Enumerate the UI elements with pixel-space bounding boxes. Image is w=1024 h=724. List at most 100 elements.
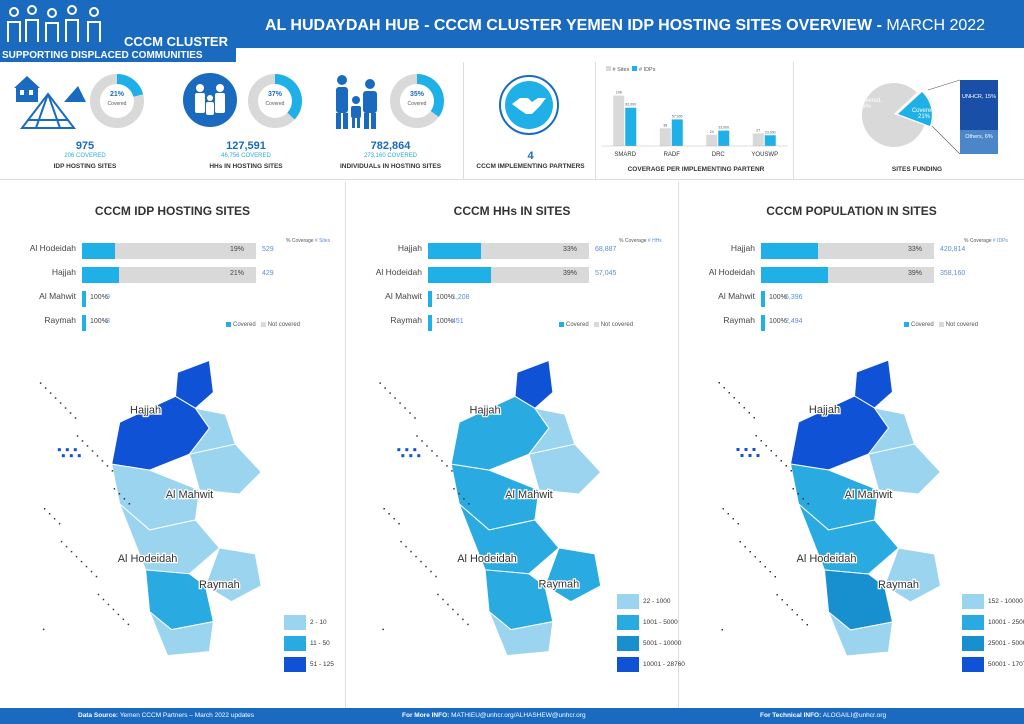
- district-hajjah-north[interactable]: [514, 359, 554, 409]
- coast-mark: [112, 608, 115, 611]
- coast-mark: [802, 498, 804, 500]
- coast-mark: [797, 493, 799, 495]
- district-raymah[interactable]: [204, 547, 262, 603]
- logo-name: CCCM CLUSTER: [124, 34, 228, 49]
- district-hajjah-north[interactable]: [853, 359, 894, 409]
- legend-not-covered: Not covered: [945, 322, 979, 329]
- coast-mark: [410, 550, 412, 553]
- bar-row: Hajjah 33% 68,887: [346, 240, 678, 259]
- category-label: RADF: [664, 152, 681, 158]
- panel-title: CCCM IDP HOSTING SITES: [94, 204, 251, 218]
- coverage-value-key: # HHs: [647, 238, 662, 244]
- partner-chart-title: COVERAGE PER IMPLEMENTING PARTENR: [627, 166, 765, 173]
- bar-value-label: 57,000: [672, 114, 683, 118]
- coast-mark: [796, 614, 798, 616]
- legend-swatch: [962, 657, 984, 672]
- bar-unhcr: [960, 80, 998, 130]
- legend-range: 2 - 10: [310, 619, 327, 626]
- district-mahwit[interactable]: [528, 443, 602, 495]
- bar-count: 57,045: [595, 270, 617, 277]
- coast-mark: [122, 618, 125, 621]
- bar-legend: Covered Not covered: [559, 322, 633, 328]
- bar-legend: Covered Not covered: [904, 322, 978, 328]
- donut-individuals: [390, 74, 444, 128]
- donut-label: Covered: [107, 101, 127, 107]
- coverage-key: % Coverage: [286, 238, 314, 244]
- footer: Data Source: Yemen CCCM Partners – March…: [0, 708, 1024, 724]
- district-mahwit[interactable]: [867, 443, 942, 495]
- donut-covered-arc: [416, 74, 444, 117]
- coast-mark: [379, 382, 381, 384]
- camp-icon: [14, 76, 86, 129]
- coast-mark: [64, 407, 67, 409]
- bar-covered: [761, 315, 765, 331]
- bar-covered: [761, 291, 765, 307]
- coast-mark: [70, 550, 73, 553]
- legend-swatch: [962, 615, 984, 630]
- coast-mark: [394, 397, 396, 399]
- partner-legend: # Sites # IDPs: [606, 66, 655, 73]
- footer-info-text[interactable]: MATHIEU@unhcr.org/ALHASHEW@unhcr.org: [451, 712, 586, 719]
- map-label: Hajjah: [470, 404, 501, 416]
- coast-mark: [86, 445, 89, 447]
- island-mark: [57, 448, 61, 452]
- island-mark: [740, 454, 744, 457]
- bar-track: [82, 243, 256, 259]
- legend-idps: # IDPs: [638, 67, 656, 73]
- coast-mark: [111, 470, 114, 472]
- bar-pct: 100%: [90, 318, 108, 325]
- bar-track: [82, 267, 256, 283]
- district-hodeidah-tip[interactable]: [488, 611, 554, 657]
- bar-pct: 33%: [908, 246, 923, 253]
- coast-mark: [446, 465, 448, 467]
- legend-swatch: [617, 615, 639, 630]
- coast-mark: [749, 551, 751, 553]
- funding-pie-chart: [861, 79, 998, 155]
- coast-mark: [388, 512, 390, 515]
- bar-track: [428, 243, 589, 259]
- coast-mark: [754, 556, 756, 558]
- kpi-value: 127,591: [226, 140, 266, 152]
- coast-mark: [430, 570, 432, 573]
- footer-tech-text[interactable]: ALOGAILI@unhcr.org: [822, 712, 887, 719]
- bar-value-label: 38: [663, 123, 667, 127]
- bar-pct: 39%: [908, 270, 923, 277]
- map-label: Hajjah: [130, 404, 161, 416]
- coast-mark: [101, 460, 104, 462]
- kpi-value: 4: [527, 150, 534, 162]
- island-mark: [756, 454, 760, 457]
- donut-label: Covered: [265, 101, 285, 107]
- legend-swatch: [962, 594, 984, 609]
- map-label: Al Mahwit: [505, 489, 552, 501]
- coast-mark: [383, 508, 385, 510]
- district-raymah[interactable]: [544, 547, 602, 603]
- district-hodeidah-tip[interactable]: [149, 611, 214, 657]
- island-mark: [748, 454, 752, 457]
- panel-hhs: CCCM HHs IN SITES % Coverage # HHs Hajjah…: [346, 182, 685, 708]
- coast-mark: [399, 402, 401, 404]
- footer-source-text: Yemen CCCM Partners – March 2022 updates: [119, 712, 254, 719]
- coast-mark: [792, 488, 794, 490]
- coast-mark: [58, 522, 61, 525]
- district-hajjah-north[interactable]: [174, 359, 214, 409]
- coast-mark: [389, 392, 391, 394]
- individuals-icon: [336, 75, 377, 129]
- district-mahwit[interactable]: [188, 443, 262, 495]
- coast-mark: [54, 397, 57, 399]
- district-hodeidah-tip[interactable]: [828, 611, 894, 657]
- kpi-value: 975: [75, 140, 95, 152]
- island-mark: [69, 454, 73, 458]
- footer-tech: For Technical INFO: ALOGAILI@unhcr.org: [760, 712, 886, 719]
- coast-mark: [442, 598, 444, 601]
- coverage-value-key: # IDPs: [992, 238, 1008, 244]
- bar-count: 2,494: [785, 318, 803, 325]
- district-raymah[interactable]: [883, 547, 942, 603]
- kpi-hhs: 37% Covered 127,591 46,756 COVERED HHs I…: [176, 62, 316, 180]
- family-icon: [183, 73, 237, 127]
- bar-pct: 100%: [769, 318, 787, 325]
- donut-sites: [90, 74, 144, 128]
- legend-range: 152 - 10000: [988, 598, 1023, 605]
- footer-info-label: For More INFO:: [402, 712, 450, 719]
- bar-category: Raymah: [723, 315, 755, 325]
- coast-mark: [436, 455, 438, 457]
